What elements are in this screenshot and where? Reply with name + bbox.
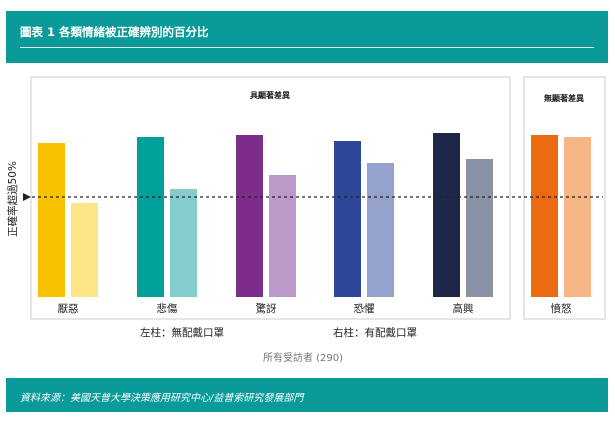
bar-unmasked-1 — [137, 137, 164, 297]
source-note: 資料來源：美國天普大學決策應用研究中心/益普索研究發展部門 — [20, 393, 304, 404]
sample-note: 所有受訪者 (290) — [263, 351, 343, 364]
chart-title: 圖表 1 各類情緒被正確辨別的百分比 — [20, 25, 209, 39]
bar-unmasked-0 — [38, 143, 65, 297]
bar-masked-4 — [466, 159, 493, 297]
panel-frame-side — [523, 76, 606, 320]
category-label-1: 悲傷 — [157, 302, 178, 315]
bar-masked-2 — [269, 175, 296, 297]
bar-unmasked-2 — [236, 135, 263, 297]
header-rule — [20, 47, 594, 48]
legend-right: 右柱：有配戴口罩 — [333, 326, 417, 339]
bar-masked-0 — [71, 203, 98, 297]
bar-unmasked-4 — [433, 133, 460, 297]
threshold-arrow-icon — [23, 193, 31, 201]
panel-label-main: 具顯著差異 — [250, 90, 290, 100]
legend-left: 左柱：無配戴口罩 — [140, 326, 224, 339]
category-label-4: 高興 — [453, 302, 474, 315]
category-label-5: 憤怒 — [551, 302, 572, 315]
panel-label-side: 無顯著差異 — [544, 93, 584, 103]
panel-frame-main — [30, 76, 511, 320]
bar-unmasked-3 — [334, 141, 361, 297]
bar-group — [38, 133, 591, 297]
category-label-0: 厭惡 — [58, 303, 79, 315]
bar-unmasked-5 — [531, 135, 558, 297]
bar-masked-5 — [564, 137, 591, 297]
chart-footer: 資料來源：美國天普大學決策應用研究中心/益普索研究發展部門 — [6, 378, 608, 412]
bar-masked-3 — [367, 163, 394, 297]
chart-header: 圖表 1 各類情緒被正確辨別的百分比 — [6, 11, 608, 63]
category-label-2: 驚訝 — [256, 302, 277, 315]
y-axis-label: 正確率超過50% — [6, 161, 19, 237]
bar-masked-1 — [170, 189, 197, 297]
category-labels: 厭惡 悲傷 驚訝 恐懼 高興 憤怒 — [58, 302, 572, 315]
category-label-3: 恐懼 — [354, 303, 375, 315]
